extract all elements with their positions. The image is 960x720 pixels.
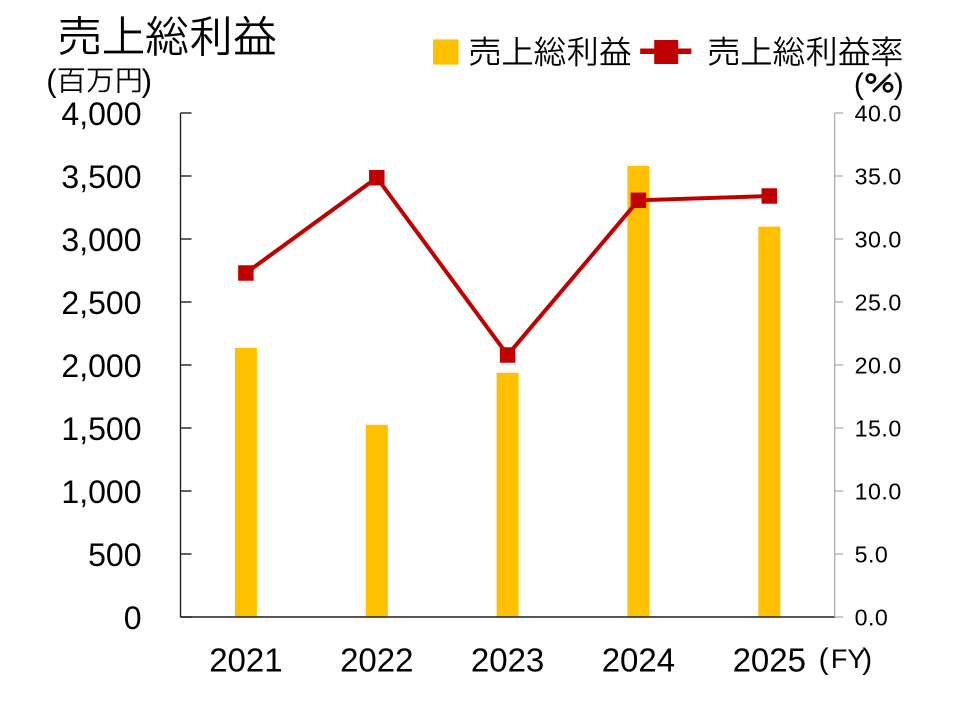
svg-text:3,000: 3,000: [61, 222, 141, 258]
svg-text:(: (: [819, 643, 829, 676]
svg-text:500: 500: [88, 537, 141, 573]
svg-text:10.0: 10.0: [855, 478, 902, 504]
svg-text:40.0: 40.0: [855, 100, 902, 126]
svg-text:2024: 2024: [602, 642, 675, 679]
svg-text:5.0: 5.0: [855, 541, 889, 567]
svg-text:3,500: 3,500: [61, 159, 141, 195]
svg-text:): ): [894, 68, 904, 101]
svg-text:4,000: 4,000: [61, 96, 141, 132]
svg-text:): ): [142, 63, 152, 98]
svg-text:1,000: 1,000: [61, 474, 141, 510]
svg-text:15.0: 15.0: [855, 415, 902, 441]
svg-text:(: (: [854, 68, 864, 101]
svg-text:25.0: 25.0: [855, 289, 902, 315]
svg-text:0.0: 0.0: [855, 604, 889, 630]
svg-text:35.0: 35.0: [855, 163, 902, 189]
svg-text:0: 0: [124, 600, 142, 636]
svg-text:FY: FY: [831, 644, 866, 674]
svg-text:): ): [862, 643, 872, 676]
svg-text:2025: 2025: [733, 642, 806, 679]
svg-text:(: (: [46, 63, 57, 98]
svg-text:30.0: 30.0: [855, 226, 902, 252]
svg-text:1,500: 1,500: [61, 411, 141, 447]
svg-text:2,500: 2,500: [61, 285, 141, 321]
svg-text:2,000: 2,000: [61, 348, 141, 384]
svg-text:2022: 2022: [340, 642, 413, 679]
svg-text:20.0: 20.0: [855, 352, 902, 378]
svg-text:2023: 2023: [471, 642, 544, 679]
svg-text:2021: 2021: [209, 642, 282, 679]
